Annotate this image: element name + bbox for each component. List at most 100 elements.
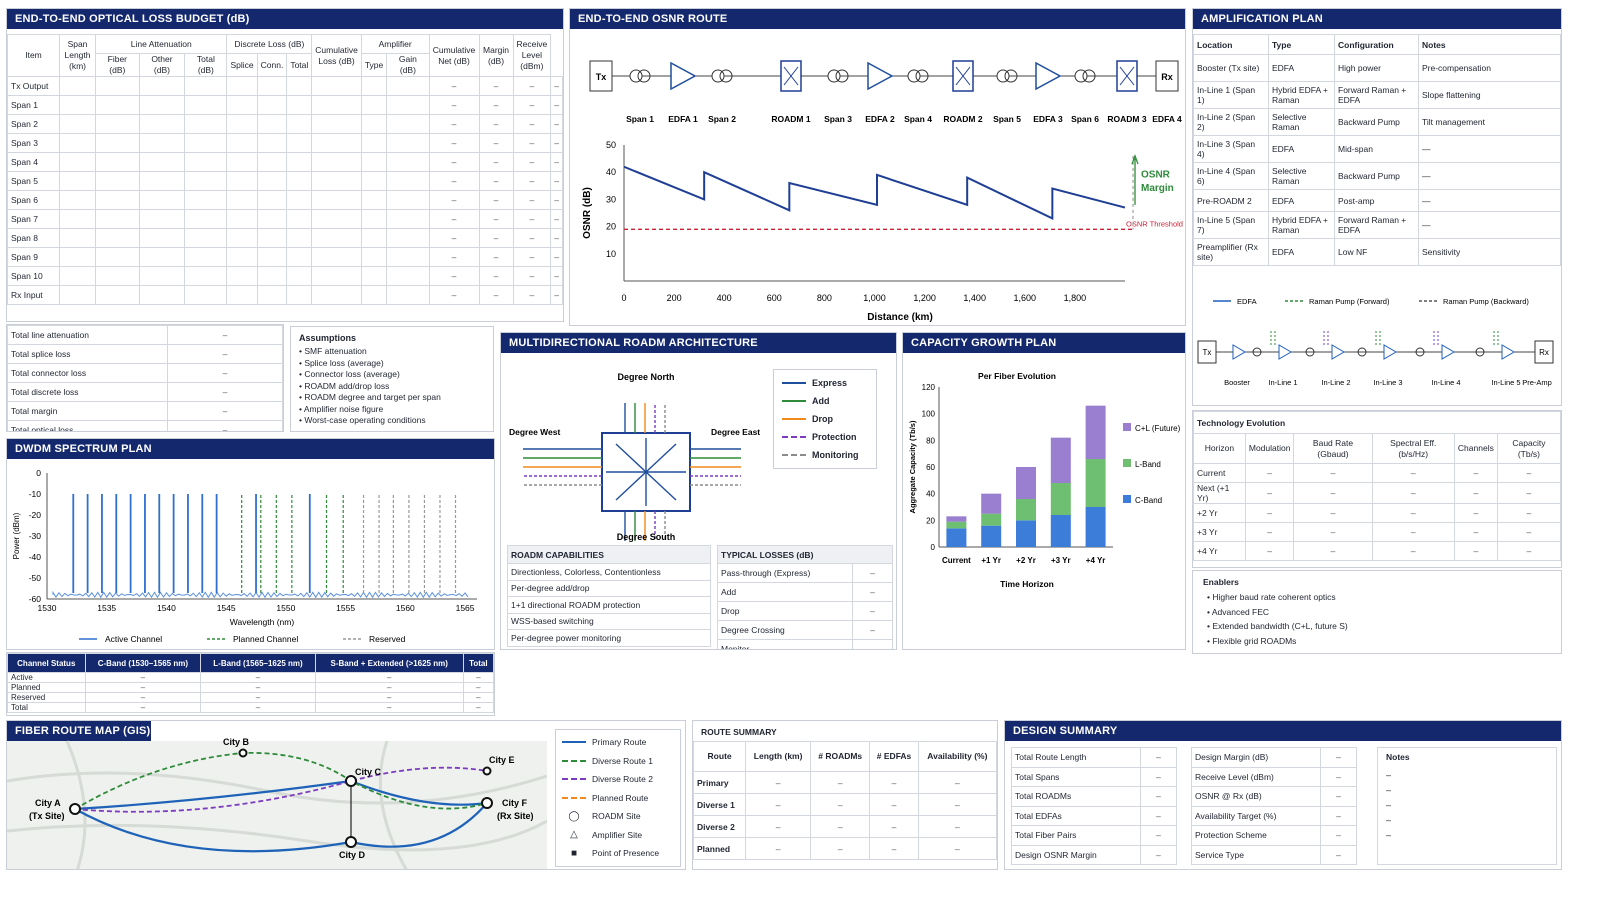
- chain-label: In-Line 5: [1491, 378, 1520, 387]
- cell: [286, 114, 313, 134]
- rs-value: –: [917, 815, 997, 838]
- cell: [226, 209, 258, 229]
- edfa-icon: [867, 61, 894, 91]
- cell: [286, 95, 313, 115]
- status-value: –: [314, 682, 464, 693]
- cap-legend-swatch: [1123, 495, 1131, 503]
- spool-icon: [1415, 347, 1425, 357]
- tech-value: –: [1371, 541, 1455, 561]
- cell-value: –: [478, 171, 514, 191]
- amp-cell: Low NF: [1334, 238, 1419, 266]
- status-value: –: [314, 692, 464, 703]
- status-value: –: [314, 702, 464, 713]
- cell: [226, 133, 258, 153]
- roadm-legend-item: Protection: [782, 428, 868, 446]
- cell: [386, 76, 430, 96]
- loss-row: Span 2– – – –: [7, 114, 563, 134]
- loss-row: Tx Output – – – –: [7, 76, 563, 96]
- status-label: Total: [7, 702, 86, 713]
- cell: [184, 228, 228, 248]
- cell-value: –: [550, 190, 563, 210]
- fiber-spool-icon: [1004, 69, 1018, 83]
- row-label: Span 10: [7, 266, 60, 286]
- map-road: [378, 740, 408, 869]
- cell: [95, 133, 140, 153]
- cell-value: –: [550, 171, 563, 191]
- cell-value: –: [428, 76, 480, 96]
- rs-value: –: [810, 815, 871, 838]
- diverse-route-2: [74, 766, 488, 813]
- cell-value: –: [478, 95, 514, 115]
- dwdm-panel: DWDM SPECTRUM PLAN 0 -10 -20 -30 -40 -50 -60 15…: [6, 438, 495, 650]
- cell-value: –: [478, 190, 514, 210]
- roadm-legend: Express Add Drop Protection Monitoring: [773, 369, 877, 469]
- status-header: Total: [462, 653, 494, 673]
- status-label: Active: [7, 672, 86, 683]
- cell: [138, 190, 186, 210]
- cap-legend-label: C+L (Future): [1135, 424, 1181, 433]
- city-label: City A: [35, 798, 61, 808]
- rs-route: Primary: [693, 771, 747, 794]
- cell: [59, 228, 96, 248]
- cell-value: –: [478, 228, 514, 248]
- x-tick: 1,800: [1064, 293, 1087, 303]
- status-value: –: [200, 682, 316, 693]
- col-span-length: Span Length (km): [59, 34, 96, 77]
- cap-legend-label: C-Band: [1135, 496, 1162, 505]
- cell: [59, 95, 96, 115]
- amp-legend-label: EDFA: [1237, 297, 1257, 306]
- roadm-site-icon: ◯: [568, 810, 580, 822]
- core-arrow: [645, 471, 677, 501]
- x-tick: 1560: [396, 603, 415, 613]
- cell: [311, 114, 362, 134]
- rs-value: –: [869, 771, 919, 794]
- x-tick: 1,200: [913, 293, 936, 303]
- ds-label: Design OSNR Margin: [1011, 844, 1141, 865]
- cell: [95, 114, 140, 134]
- col-margin: Margin (dB): [478, 34, 514, 77]
- cell-value: –: [512, 228, 552, 248]
- spool-icon: [1357, 347, 1367, 357]
- margin-label-2: Margin: [1141, 183, 1174, 194]
- y-tick: -30: [29, 531, 42, 541]
- bar-c-band: [1016, 520, 1036, 547]
- cell: [226, 171, 258, 191]
- cell: [226, 266, 258, 286]
- row-label: Span 9: [7, 247, 60, 267]
- loss-row: Span 3– – – –: [7, 133, 563, 153]
- degree-east: Degree East: [711, 427, 760, 437]
- tech-header: Modulation: [1244, 433, 1295, 464]
- city-label: City E: [489, 755, 515, 765]
- amp-plan-panel: AMPLIFICATION PLAN Location Type Configura…: [1192, 8, 1562, 406]
- route-label: Span 4: [904, 114, 932, 124]
- amp-cell: Selective Raman: [1268, 162, 1335, 190]
- ds-value: –: [1140, 747, 1177, 768]
- ds-value: –: [1140, 825, 1177, 846]
- tech-value: –: [1496, 463, 1561, 483]
- roadm-diagram: Degree North Degree South Degree West Degre…: [509, 372, 760, 542]
- row-label: Span 8: [7, 228, 60, 248]
- pump-arrow: [1323, 331, 1329, 345]
- design-summary-panel: DESIGN SUMMARY Total Route Length – Total …: [1004, 720, 1562, 870]
- bar-c-band: [981, 525, 1002, 547]
- enabler-item: Advanced FEC: [1207, 605, 1551, 620]
- cell-value: –: [512, 266, 552, 286]
- x-tick: Current: [942, 556, 971, 565]
- tech-value: –: [1496, 503, 1561, 523]
- cell: [386, 209, 430, 229]
- y-tick: 20: [926, 516, 935, 525]
- design-summary-title: DESIGN SUMMARY: [1005, 721, 1561, 741]
- dwdm-legend-label: Reserved: [369, 634, 406, 644]
- cell: [184, 171, 228, 191]
- cell: [256, 209, 288, 229]
- ds-label: OSNR @ Rx (dB): [1191, 786, 1321, 807]
- cell: [138, 133, 186, 153]
- route-swatch: [562, 796, 586, 799]
- cell: [286, 285, 313, 305]
- cell: [256, 133, 288, 153]
- pump-arrow: [1270, 331, 1276, 345]
- bar-c-band: [946, 528, 967, 547]
- cell: [184, 76, 228, 96]
- tech-header: Baud Rate (Gbaud): [1293, 433, 1373, 464]
- rs-value: –: [745, 771, 812, 794]
